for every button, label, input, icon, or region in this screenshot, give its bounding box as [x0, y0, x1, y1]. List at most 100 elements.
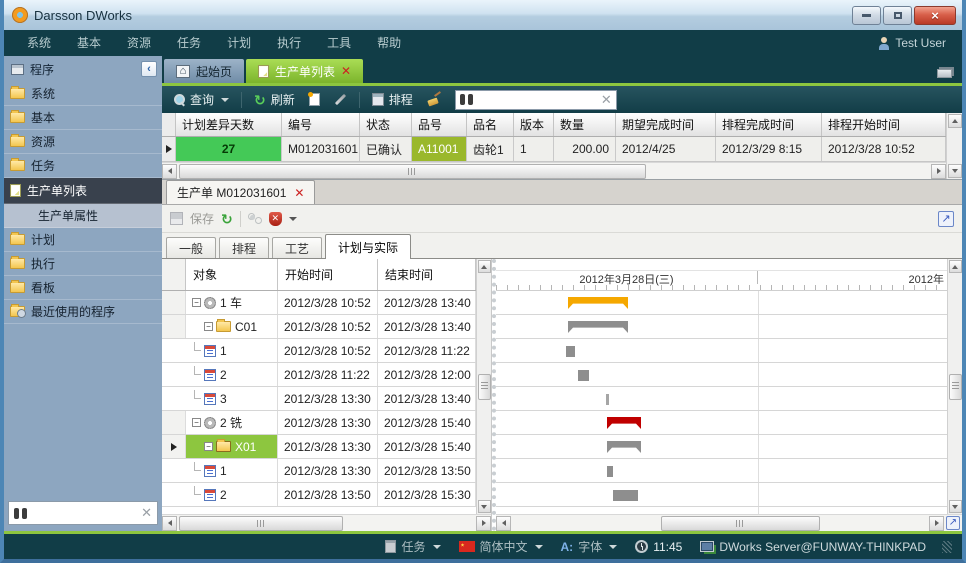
col-object[interactable]: 对象 — [186, 259, 278, 290]
refresh-icon[interactable]: ↻ — [221, 210, 233, 227]
collapse-icon[interactable]: − — [204, 322, 213, 331]
sidebar-collapse-button[interactable]: ‹ — [141, 61, 157, 77]
menu-task[interactable]: 任务 — [177, 36, 202, 50]
tree-horizontal-scrollbar[interactable] — [162, 514, 491, 531]
tree-row[interactable]: 2 2012/3/28 11:22 2012/3/28 12:00 — [162, 363, 476, 387]
tree-row[interactable]: − C01 2012/3/28 10:52 2012/3/28 13:40 — [162, 315, 476, 339]
toolbar-search-input[interactable] — [476, 92, 597, 107]
col-version[interactable]: 版本 — [514, 113, 554, 136]
gantt-horizontal-scrollbar[interactable] — [496, 514, 944, 531]
minimize-button[interactable] — [852, 5, 881, 25]
status-clock: 11:45 — [629, 540, 688, 554]
tab-schedule[interactable]: 排程 — [219, 237, 270, 258]
collapse-icon[interactable]: − — [204, 442, 213, 451]
gantt-popout-icon[interactable]: ↗ — [946, 516, 960, 530]
col-number[interactable]: 编号 — [282, 113, 360, 136]
refresh-button[interactable]: ↻ 刷新 — [250, 89, 299, 110]
gantt-bar-x01[interactable] — [607, 441, 641, 453]
panel-layout-icon[interactable] — [937, 69, 952, 78]
user-name: Test User — [895, 36, 946, 50]
sidebar-item-resource[interactable]: 资源 — [4, 130, 162, 154]
tree-row-selected[interactable]: − X01 2012/3/28 13:30 2012/3/28 15:40 — [162, 435, 476, 459]
grid-vertical-scrollbar[interactable] — [946, 113, 962, 179]
gantt-bar-op2[interactable] — [578, 370, 589, 381]
col-expected-finish[interactable]: 期望完成时间 — [616, 113, 716, 136]
sidebar-search-input[interactable] — [31, 506, 138, 520]
sidebar-item-execute[interactable]: 执行 — [4, 252, 162, 276]
sidebar-item-system[interactable]: 系统 — [4, 82, 162, 106]
menu-help[interactable]: 帮助 — [377, 36, 402, 50]
gantt-bar-op1[interactable] — [566, 346, 575, 357]
tab-general[interactable]: 一般 — [166, 237, 217, 258]
status-font-menu[interactable]: A: 字体 — [555, 538, 624, 555]
window-title: Darsson DWorks — [34, 7, 133, 23]
menu-execute[interactable]: 执行 — [277, 36, 302, 50]
edit-button[interactable] — [330, 93, 351, 106]
col-start-time[interactable]: 开始时间 — [278, 259, 378, 290]
gantt-bar-c01[interactable] — [568, 321, 628, 333]
menu-plan[interactable]: 计划 — [227, 36, 252, 50]
col-end-time[interactable]: 结束时间 — [378, 259, 476, 290]
query-button[interactable]: 查询 — [170, 89, 233, 110]
sidebar-item-task[interactable]: 任务 — [4, 154, 162, 178]
save-button[interactable]: 保存 — [190, 212, 215, 226]
col-quantity[interactable]: 数量 — [554, 113, 616, 136]
sidebar-item-basic[interactable]: 基本 — [4, 106, 162, 130]
close-doc-icon[interactable]: ✕ — [294, 185, 305, 200]
close-tab-icon[interactable]: ✕ — [341, 64, 352, 78]
status-language-menu[interactable]: 简体中文 — [453, 538, 549, 555]
clear-search-icon[interactable]: ✕ — [141, 505, 152, 520]
col-scheduled-start[interactable]: 排程开始时间 — [822, 113, 946, 136]
col-item-name[interactable]: 品名 — [467, 113, 514, 136]
tree-row[interactable]: 3 2012/3/28 13:30 2012/3/28 13:40 — [162, 387, 476, 411]
status-task-menu[interactable]: 任务 — [379, 538, 446, 555]
col-status[interactable]: 状态 — [360, 113, 412, 136]
shield-icon[interactable]: ✕ — [268, 211, 282, 226]
popout-icon[interactable]: ↗ — [938, 210, 954, 227]
user-menu[interactable]: Test User — [878, 36, 952, 50]
tree-row[interactable]: 1 2012/3/28 13:30 2012/3/28 13:50 — [162, 459, 476, 483]
gantt-vertical-scrollbar[interactable] — [947, 259, 962, 514]
col-scheduled-finish[interactable]: 排程完成时间 — [716, 113, 822, 136]
gantt-bar-op3[interactable] — [606, 394, 609, 405]
close-button[interactable]: × — [914, 5, 956, 25]
sidebar-item-plan[interactable]: 计划 — [4, 228, 162, 252]
tab-process[interactable]: 工艺 — [272, 237, 323, 258]
collapse-icon[interactable]: − — [192, 298, 201, 307]
clean-button[interactable] — [423, 91, 445, 108]
gantt-bar-machine-group-2[interactable] — [607, 417, 641, 429]
collapse-icon[interactable]: − — [192, 418, 201, 427]
sidebar-item-recent-programs[interactable]: 最近使用的程序 — [4, 300, 162, 324]
gantt-bar-machine-group-1[interactable] — [568, 297, 628, 309]
tab-start-page[interactable]: ⌂ 起始页 — [164, 59, 245, 83]
new-button[interactable] — [305, 91, 324, 108]
clear-search-icon[interactable]: ✕ — [600, 91, 612, 107]
gantt-bar-x01-op2[interactable] — [613, 490, 638, 501]
menu-resource[interactable]: 资源 — [127, 36, 152, 50]
tab-production-order-list[interactable]: 生产单列表 ✕ — [246, 59, 364, 83]
tree-row[interactable]: −1 车 2012/3/28 10:52 2012/3/28 13:40 — [162, 291, 476, 315]
col-item-no[interactable]: 品号 — [412, 113, 467, 136]
resize-grip[interactable] — [942, 540, 952, 553]
menu-tools[interactable]: 工具 — [327, 36, 352, 50]
route-icon[interactable] — [247, 213, 262, 224]
col-plan-diff-days[interactable]: 计划差异天数 — [176, 113, 282, 136]
tree-row[interactable]: 2 2012/3/28 13:50 2012/3/28 15:30 — [162, 483, 476, 507]
sidebar-item-production-order-list[interactable]: 生产单列表 — [4, 178, 162, 204]
home-icon: ⌂ — [176, 64, 190, 78]
tab-production-order-doc[interactable]: 生产单 M012031601 ✕ — [166, 180, 316, 204]
tree-row[interactable]: −2 铣 2012/3/28 13:30 2012/3/28 15:40 — [162, 411, 476, 435]
schedule-button[interactable]: 排程 — [368, 89, 417, 110]
chevron-down-icon[interactable] — [288, 216, 297, 221]
grid-horizontal-scrollbar[interactable] — [162, 162, 946, 179]
tree-row[interactable]: 1 2012/3/28 10:52 2012/3/28 11:22 — [162, 339, 476, 363]
maximize-button[interactable] — [883, 5, 912, 25]
menu-basic[interactable]: 基本 — [77, 36, 102, 50]
tab-plan-vs-actual[interactable]: 计划与实际 — [325, 234, 412, 259]
sidebar-item-kanban[interactable]: 看板 — [4, 276, 162, 300]
tree-vertical-scrollbar[interactable] — [476, 259, 491, 514]
gantt-bar-x01-op1[interactable] — [607, 466, 613, 477]
menu-system[interactable]: 系统 — [27, 36, 52, 50]
order-row[interactable]: 27 M012031601 已确认 A11001 齿轮1 1 200.00 20… — [162, 137, 946, 162]
sidebar-item-production-order-props[interactable]: 生产单属性 — [4, 204, 162, 228]
